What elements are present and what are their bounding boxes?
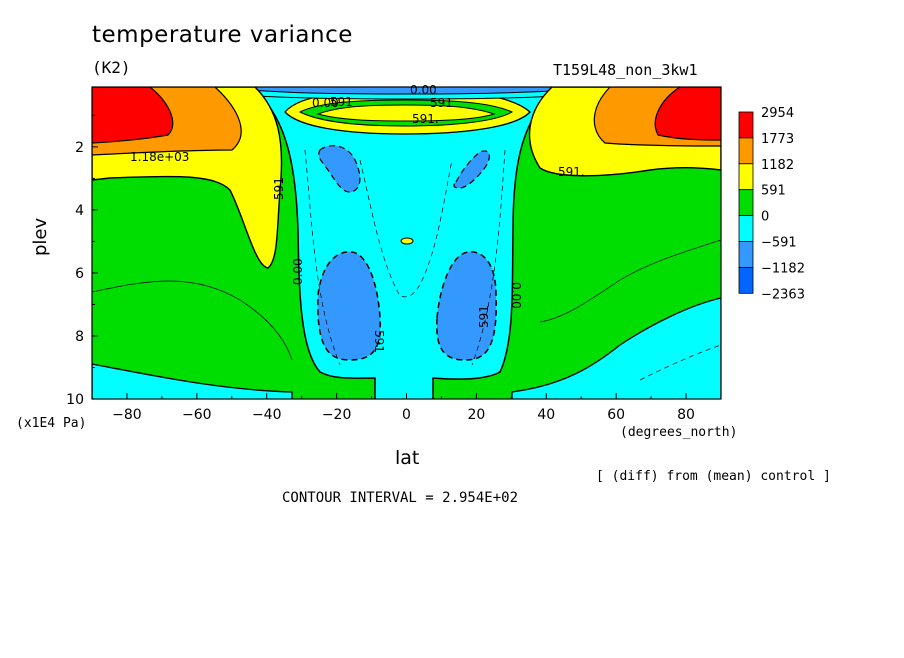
color-bar-label: 2954 (761, 106, 794, 121)
color-bar-swatch (738, 266, 754, 294)
contour-label: 0.00 (291, 258, 305, 285)
color-bar-label: 0 (761, 210, 769, 225)
x-tick-label: 20 (467, 407, 485, 423)
color-bar-swatch (738, 241, 754, 268)
x-tick-label: −60 (182, 407, 212, 423)
y-tick-label: 10 (66, 392, 84, 408)
y-axis: 2 4 6 8 10 (66, 114, 98, 408)
contour-line-east (539, 239, 721, 323)
color-bar: 2954 1773 1182 591 0 −591 −1182 −2363 (738, 106, 805, 302)
region-peak-east (654, 87, 721, 141)
contour-dashed-west (304, 149, 341, 366)
color-bar-label: −2363 (761, 287, 805, 302)
region-strong-negative-nw (318, 145, 361, 193)
contour-label: 591. (558, 165, 585, 179)
region-positive-top-band (316, 104, 496, 122)
contour-interval: CONTOUR INTERVAL = 2.954E+02 (282, 490, 519, 506)
y-tick-label: 8 (75, 329, 84, 345)
contour-line-west (92, 280, 293, 361)
color-bar-label: −1182 (761, 261, 805, 276)
x-tick-label: −40 (252, 407, 282, 423)
contour-labels: 1.18e+03591591591.591.5915915910.000.000… (130, 83, 585, 353)
color-bar-swatch (738, 137, 754, 165)
contour-label: 591 (272, 177, 286, 200)
y-tick-label: 6 (75, 266, 84, 282)
x-axis-units: (degrees_north) (620, 425, 738, 440)
region-strong-negative-ne (453, 150, 490, 189)
x-tick-label: 0 (402, 407, 411, 423)
y-tick-label: 4 (75, 203, 84, 219)
y-axis-units: (x1E4 Pa) (16, 416, 87, 431)
x-tick-label: 40 (537, 407, 555, 423)
region-strong-negative-se (436, 251, 497, 361)
region-strong-negative-sw (317, 251, 381, 361)
x-tick-label: 60 (607, 407, 625, 423)
contour-label: 591 (477, 305, 491, 328)
contour-label: 591 (372, 330, 386, 353)
region-negative-sw (92, 363, 293, 399)
color-bar-label: −591 (761, 236, 797, 251)
contour-label: 0.00 (410, 83, 437, 97)
run-name: T159L48_non_3kw1 (553, 61, 698, 79)
x-tick-label: −80 (112, 407, 142, 423)
color-bar-swatch (738, 215, 754, 242)
x-axis-label: lat (395, 447, 420, 469)
contour-label: 591 (430, 96, 453, 110)
color-bar-swatch (738, 189, 754, 216)
x-axis: −80 −60 −40 −20 0 20 40 60 80 (112, 393, 695, 423)
contour-label: 591. (412, 112, 439, 126)
contour-label: 591 (330, 95, 353, 109)
diff-note: [ (diff) from (mean) control ] (596, 469, 831, 484)
color-bar-label: 591 (761, 184, 786, 199)
color-bar-swatch (738, 163, 754, 191)
y-axis-label: plev (30, 217, 51, 256)
contour-dashed-east-2 (471, 149, 506, 366)
contour-dashed-east (639, 344, 721, 381)
region-negative-se (511, 297, 721, 399)
contour-label: 1.18e+03 (130, 150, 189, 164)
contour-label: 0.00 (509, 282, 523, 309)
x-tick-label: 80 (677, 407, 695, 423)
x-tick-label: −20 (322, 407, 352, 423)
small-feature-equator (400, 237, 414, 245)
region-peak-west (92, 87, 174, 144)
chart-units: (K2) (92, 58, 131, 77)
chart-title: temperature variance (92, 22, 353, 48)
contour-dashed-center (359, 159, 453, 298)
color-bar-label: 1182 (761, 158, 794, 173)
y-tick-label: 2 (75, 140, 84, 156)
contour-label: 0.00 (312, 96, 339, 110)
color-bar-label: 1773 (761, 132, 794, 147)
color-bar-swatch (738, 111, 754, 139)
